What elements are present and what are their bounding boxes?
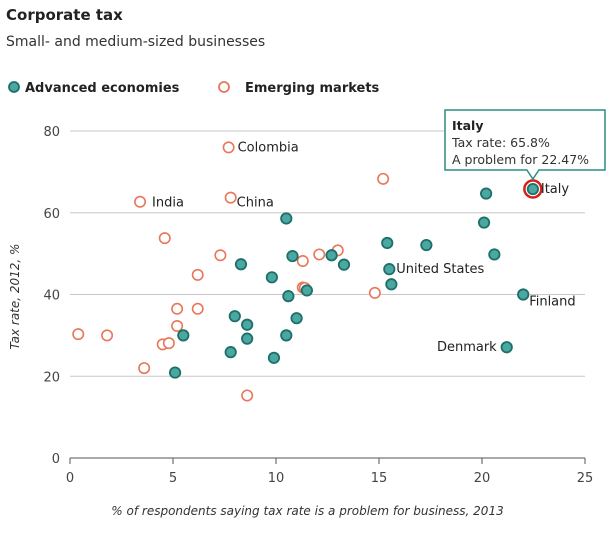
y-tick-label: 20 bbox=[43, 370, 60, 385]
point-label-india: India bbox=[152, 196, 184, 211]
x-tick-label: 25 bbox=[577, 471, 594, 486]
advanced-point bbox=[383, 263, 396, 276]
chart-subtitle: Small- and medium-sized businesses bbox=[6, 34, 266, 50]
emerging-point bbox=[134, 195, 147, 208]
legend-label-advanced: Advanced economies bbox=[25, 81, 180, 96]
emerging-point bbox=[138, 362, 151, 375]
emerging-point bbox=[191, 268, 204, 281]
emerging-point bbox=[222, 141, 235, 154]
legend: Advanced economies Emerging markets bbox=[8, 81, 380, 96]
emerging-point bbox=[171, 302, 184, 315]
tooltip-box bbox=[444, 109, 606, 181]
advanced-point bbox=[168, 366, 182, 379]
legend-marker-advanced bbox=[8, 81, 20, 93]
y-tick-label: 80 bbox=[43, 125, 60, 140]
tooltip-tax-rate: Tax rate: 65.8% bbox=[451, 135, 550, 150]
advanced-point bbox=[224, 346, 237, 359]
advanced-point bbox=[177, 329, 190, 342]
advanced-point bbox=[267, 351, 281, 364]
advanced-point bbox=[286, 249, 299, 263]
x-tick-label: 15 bbox=[371, 471, 388, 486]
x-tick-label: 10 bbox=[268, 471, 285, 486]
emerging-point bbox=[377, 172, 390, 185]
advanced-point bbox=[280, 212, 293, 225]
advanced-point bbox=[337, 258, 351, 271]
y-tick-label: 40 bbox=[43, 289, 60, 304]
advanced-point bbox=[241, 318, 254, 331]
advanced-point bbox=[234, 258, 248, 271]
advanced-point bbox=[290, 312, 303, 325]
emerging-point bbox=[162, 337, 175, 350]
point-label-finland: Finland bbox=[529, 295, 575, 310]
advanced-point bbox=[385, 278, 398, 291]
advanced-point bbox=[300, 284, 313, 297]
emerging-point bbox=[101, 329, 114, 342]
emerging-point bbox=[313, 248, 326, 261]
advanced-point bbox=[381, 236, 394, 250]
advanced-point bbox=[241, 332, 254, 345]
advanced-point bbox=[526, 182, 539, 196]
axes: 0 20 40 60 80 0 5 10 15 20 25 % of respondents sayi… bbox=[8, 125, 593, 518]
emerging-point bbox=[171, 319, 184, 332]
legend-label-emerging: Emerging markets bbox=[245, 81, 380, 96]
advanced-point bbox=[477, 216, 491, 229]
point-label-china: China bbox=[237, 196, 274, 211]
point-label-italy: Italy bbox=[541, 182, 570, 197]
emerging-point bbox=[191, 302, 204, 315]
chart-title: Corporate tax bbox=[6, 6, 123, 24]
advanced-point bbox=[228, 310, 241, 323]
point-label-united-states: United States bbox=[396, 262, 484, 277]
advanced-point bbox=[420, 238, 433, 252]
tooltip-title: Italy bbox=[452, 118, 484, 133]
advanced-point bbox=[480, 187, 493, 200]
point-labels: India Colombia China United States Finland De… bbox=[152, 140, 576, 355]
legend-marker-emerging bbox=[218, 81, 230, 93]
advanced-point bbox=[265, 271, 278, 284]
emerging-point bbox=[368, 286, 381, 299]
y-axis-title: Tax rate, 2012, % bbox=[8, 244, 22, 350]
x-tick-label: 20 bbox=[474, 471, 491, 486]
advanced-point bbox=[500, 341, 513, 354]
italy-highlight-ring bbox=[523, 179, 543, 199]
advanced-point bbox=[517, 288, 530, 301]
gridlines bbox=[70, 130, 585, 459]
tooltip: Italy Tax rate: 65.8% A problem for 22.47% bbox=[444, 109, 606, 181]
y-tick-label: 0 bbox=[52, 452, 60, 467]
advanced-point bbox=[282, 290, 295, 303]
advanced-point bbox=[280, 329, 293, 342]
emerging-point bbox=[241, 389, 254, 402]
emerging-point bbox=[72, 328, 85, 341]
emerging-point bbox=[214, 249, 227, 262]
emerging-point bbox=[158, 232, 171, 245]
emerging-point bbox=[224, 191, 237, 204]
x-tick-label: 0 bbox=[66, 471, 74, 486]
y-tick-label: 60 bbox=[43, 207, 60, 222]
x-tick-label: 5 bbox=[169, 471, 177, 486]
x-axis-title: % of respondents saying tax rate is a pr… bbox=[111, 504, 503, 518]
point-label-colombia: Colombia bbox=[238, 140, 299, 155]
emerging-point bbox=[296, 254, 309, 267]
point-label-denmark: Denmark bbox=[437, 340, 497, 355]
data-points bbox=[72, 141, 543, 402]
advanced-point bbox=[325, 249, 338, 262]
tooltip-problem-share: A problem for 22.47% bbox=[452, 152, 589, 167]
advanced-point bbox=[488, 248, 501, 261]
